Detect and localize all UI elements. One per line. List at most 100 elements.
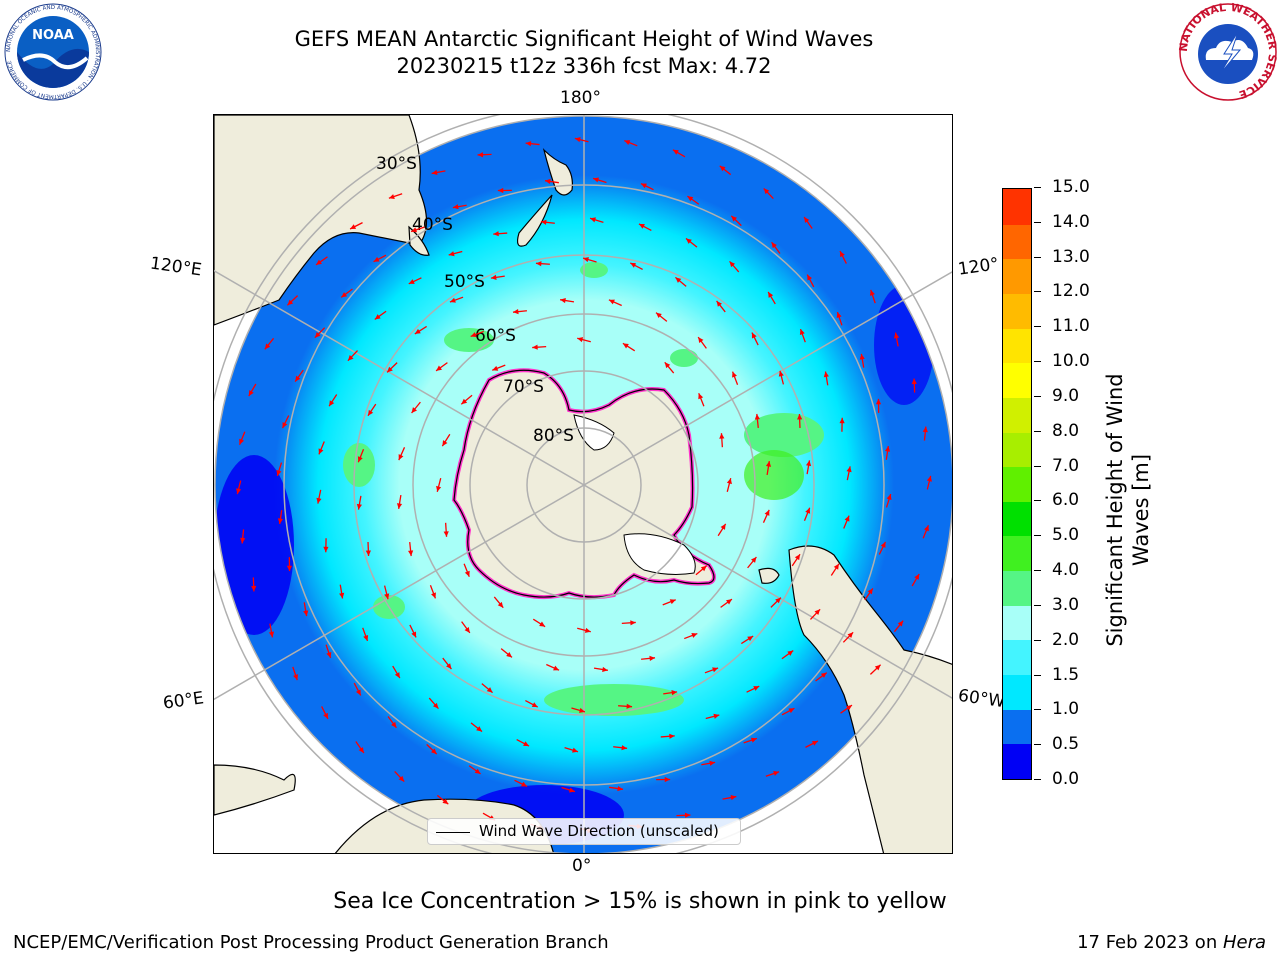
wave-arrow-head: [669, 599, 676, 605]
wave-arrow-head: [553, 665, 560, 671]
wave-arrow-head: [560, 297, 566, 304]
colorbar-tick: [1034, 361, 1041, 363]
wave-arrow-head: [875, 398, 882, 405]
wave-arrow-head: [579, 707, 585, 713]
wave-arrow-head: [316, 259, 322, 265]
colorbar-segment: [1003, 466, 1031, 502]
wave-arrow-head: [248, 390, 254, 397]
wave-arrow-head: [497, 187, 504, 194]
map-legend: Wind Wave Direction (unscaled): [427, 818, 741, 845]
wave-arrow-head: [461, 398, 468, 405]
wave-arrow-head: [846, 705, 852, 711]
wave-arrow-head: [583, 257, 589, 263]
lon-label-60e: 60°E: [161, 688, 206, 714]
wave-arrow-head: [512, 309, 519, 315]
footer-branch: NCEP/EMC/Verification Post Processing Pr…: [13, 932, 609, 953]
latitude-labels: 30°S 40°S 50°S 60°S 70°S 80°S: [376, 154, 574, 446]
wave-arrow-head: [771, 242, 777, 249]
wave-arrow-head: [664, 776, 671, 783]
colorbar-tick-label: 15.0: [1052, 177, 1090, 197]
wave-arrow-head: [691, 633, 698, 638]
wave-arrow-head: [398, 454, 404, 461]
wave-arrow-head: [329, 400, 335, 407]
wave-arrow-head: [719, 433, 725, 439]
wave-arrow-head: [880, 541, 886, 548]
footer-date-text: 17 Feb 2023 on: [1077, 932, 1223, 953]
wave-arrow-head: [363, 634, 369, 641]
lon-label-60w: 60°W: [956, 685, 1007, 713]
colorbar-tick-label: 5.0: [1052, 525, 1080, 546]
colorbar-title: Significant Height of Wind Waves [m]: [1102, 330, 1154, 690]
wave-arrow-head: [820, 672, 827, 678]
colorbar-segment: [1003, 639, 1031, 676]
wave-arrow-head: [525, 141, 532, 147]
colorbar-tick-label: 0.0: [1052, 769, 1080, 789]
wave-arrow-head: [671, 690, 678, 696]
colorbar-segment: [1003, 224, 1031, 260]
wave-arrow-head: [584, 627, 591, 633]
colorbar-tick: [1034, 221, 1041, 223]
nws-logo: NATIONAL WEATHER SERVICE: [1178, 2, 1278, 101]
wave-arrow-head: [367, 409, 374, 416]
colorbar-segment: [1003, 189, 1031, 225]
colorbar-tick-label: 8.0: [1052, 420, 1080, 441]
wave-arrow-head: [464, 570, 470, 577]
wave-arrow-head: [655, 312, 662, 319]
wave-arrow-head: [649, 655, 656, 661]
wave-arrow-head: [753, 686, 760, 691]
wave-arrow-head: [672, 149, 679, 155]
colorbar-tick: [1034, 430, 1041, 432]
wave-arrow-head: [836, 312, 842, 319]
wave-arrow-head: [544, 178, 551, 185]
colorbar-tick: [1034, 674, 1041, 676]
wave-arrow-head: [492, 365, 499, 371]
wave-arrow-head: [732, 371, 737, 378]
wave-arrow-head: [449, 297, 456, 303]
wave-arrow-head: [239, 438, 245, 445]
lon-label-120e: 120°E: [148, 253, 203, 281]
wave-arrow-head: [886, 494, 892, 501]
wave-arrow-head: [590, 217, 596, 223]
wave-arrow-head: [764, 509, 770, 516]
wave-arrow-head: [765, 461, 772, 467]
wave-arrow-head: [687, 196, 694, 202]
colorbar-segment: [1003, 362, 1031, 398]
colorbar-segment: [1003, 570, 1031, 606]
colorbar-tick: [1034, 744, 1041, 746]
wave-arrow-head: [287, 299, 294, 306]
footer-machine: Hera: [1222, 932, 1266, 953]
wave-arrow-head: [640, 183, 647, 189]
wave-arrow-head: [286, 565, 293, 572]
wave-arrow-head: [874, 664, 881, 671]
noaa-logo: NATIONAL OCEANIC AND ATMOSPHERIC ADMINIS…: [4, 3, 102, 101]
colorbar-tick: [1034, 535, 1041, 537]
wave-arrow-head: [574, 137, 581, 143]
colorbar-segment: [1003, 605, 1031, 641]
wave-arrow-head: [442, 440, 448, 447]
wave-arrow-head: [669, 733, 675, 739]
wave-arrow-head: [750, 556, 757, 563]
wave-arrow-head: [365, 550, 371, 556]
colorbar-tick-label: 6.0: [1052, 490, 1080, 511]
wave-arrow-head: [476, 726, 483, 732]
wave-arrow-head: [442, 798, 449, 805]
colorbar-tick-label: 12.0: [1052, 281, 1090, 302]
colorbar-tick: [1034, 326, 1041, 328]
colorbar-tick-label: 11.0: [1052, 316, 1090, 337]
wave-arrow-head: [506, 651, 513, 658]
wave-arrow-head: [593, 177, 600, 183]
wave-arrow-head: [396, 503, 403, 509]
wave-arrow-head: [535, 261, 542, 267]
lon-label-0: 0°: [572, 856, 592, 876]
wave-arrow-head: [712, 667, 719, 673]
wave-arrow-head: [388, 194, 395, 200]
wave-arrow-head: [730, 794, 737, 801]
wave-arrow-head: [787, 650, 794, 656]
colorbar-segment: [1003, 674, 1031, 710]
wave-arrow-head: [391, 721, 397, 728]
wave-arrow-head: [630, 262, 637, 268]
wave-arrow-head: [773, 770, 780, 776]
wave-arrow-head: [264, 343, 271, 350]
colorbar-tick-label: 1.0: [1052, 699, 1080, 720]
lon-label-180: 180°: [560, 88, 601, 108]
